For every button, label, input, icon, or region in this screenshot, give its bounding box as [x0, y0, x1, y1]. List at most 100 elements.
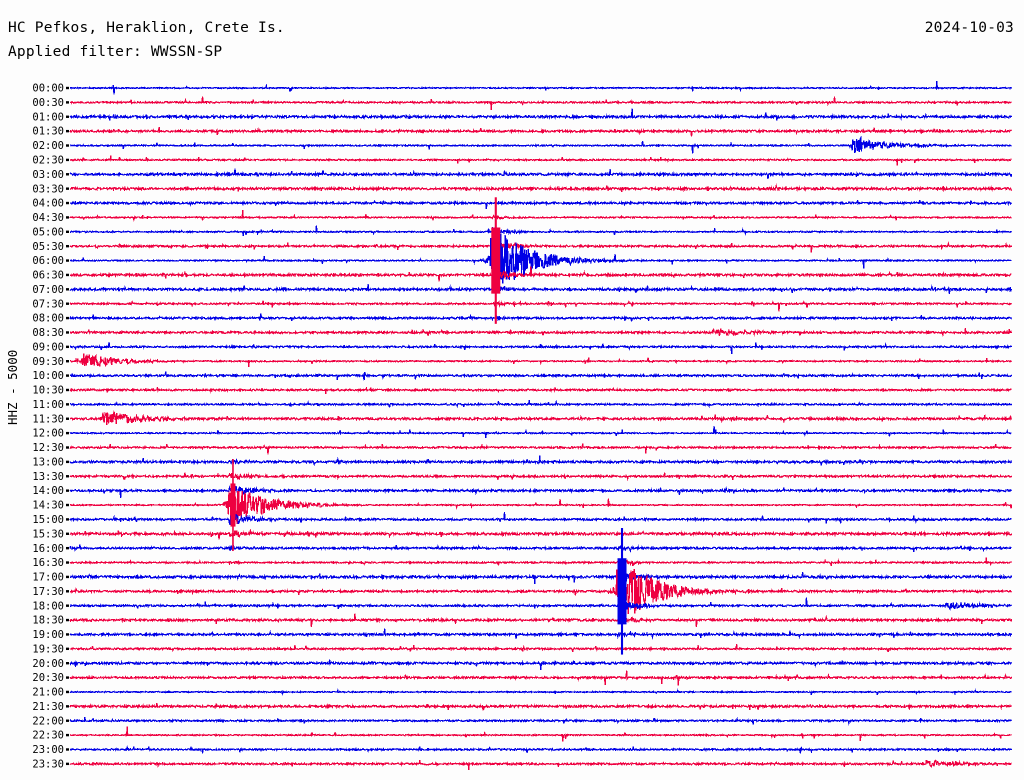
- trace-row: [69, 96, 1012, 110]
- trace-row: [69, 490, 1013, 524]
- trace-row: [69, 155, 1012, 166]
- trace-row: [69, 557, 1012, 567]
- trace-row: [69, 108, 1013, 121]
- filter-line: Applied filter: WWSSN-SP: [8, 44, 223, 60]
- axis-tick: [66, 201, 69, 205]
- time-label: 19:30: [32, 643, 64, 655]
- time-label: 16:00: [32, 543, 64, 555]
- axis-tick: [66, 489, 69, 492]
- time-label: 18:00: [32, 600, 64, 612]
- time-label: 21:30: [32, 701, 64, 713]
- time-label: 10:00: [32, 370, 64, 382]
- trace-group: [69, 80, 1013, 771]
- trace-row: [69, 80, 1013, 95]
- axis-tick: [66, 101, 69, 104]
- time-label: 04:30: [32, 212, 64, 224]
- trace-row: [69, 670, 1013, 686]
- y-axis-caption-text: HHZ - 5000: [5, 350, 20, 425]
- trace-row: [69, 353, 1012, 368]
- axis-tick: [66, 216, 69, 219]
- axis-tick: [66, 115, 69, 118]
- trace-row: [69, 386, 1012, 394]
- axis-tick: [66, 590, 69, 593]
- axis-tick: [66, 158, 69, 162]
- clipped-event-core: [230, 483, 236, 527]
- trace-row: [69, 299, 1013, 312]
- axis-tick: [66, 288, 69, 291]
- trace-row: [69, 313, 1013, 322]
- axis-tick: [66, 733, 69, 737]
- time-label: 12:30: [32, 442, 64, 454]
- axis-tick: [66, 532, 69, 535]
- trace-row: [69, 759, 1012, 771]
- axis-tick: [66, 302, 69, 305]
- time-label: 00:00: [32, 83, 64, 95]
- time-label: 09:00: [32, 341, 64, 353]
- trace-row: [69, 225, 1012, 236]
- trace-row: [69, 135, 1012, 154]
- trace-row: [69, 126, 1012, 137]
- trace-row: [69, 558, 1012, 623]
- trace-row: [69, 227, 1012, 292]
- axis-tick: [66, 460, 69, 464]
- time-label: 02:30: [32, 155, 64, 167]
- time-label: 06:00: [32, 255, 64, 267]
- axis-tick: [66, 633, 69, 636]
- trace-row: [69, 328, 1013, 338]
- time-label: 22:30: [32, 730, 64, 742]
- axis-tick: [66, 403, 69, 406]
- time-label: 10:30: [32, 385, 64, 397]
- axis-tick: [66, 187, 69, 190]
- time-label: 18:30: [32, 615, 64, 627]
- axis-tick: [66, 173, 69, 176]
- time-label: 11:30: [32, 413, 64, 425]
- axis-tick: [66, 546, 69, 550]
- trace-row: [69, 183, 1013, 193]
- time-label: 03:30: [32, 183, 64, 195]
- axis-tick: [66, 446, 69, 449]
- axis-tick: [66, 86, 69, 90]
- trace-row: [69, 628, 1013, 640]
- axis-tick: [66, 360, 69, 363]
- time-label: 06:30: [32, 270, 64, 282]
- trace-row: [69, 209, 1012, 222]
- time-label: 08:00: [32, 313, 64, 325]
- axis-tick: [66, 719, 69, 722]
- trace-row: [69, 570, 1013, 584]
- axis-tick: [66, 561, 69, 564]
- axis-tick: [66, 331, 69, 334]
- record-date: 2024-10-03: [924, 20, 1014, 36]
- trace-row: [69, 613, 1013, 628]
- trace-row: [69, 399, 1013, 409]
- header-left: HC Pefkos, Heraklion, Crete Is. Applied …: [8, 20, 285, 60]
- axis-tick: [66, 503, 69, 507]
- trace-row: [69, 485, 1013, 499]
- axis-tick: [66, 575, 69, 579]
- trace-row: [69, 702, 1012, 711]
- time-label: 01:00: [32, 111, 64, 123]
- axis-tick: [66, 374, 69, 377]
- trace-row: [69, 455, 1013, 467]
- time-label: 17:30: [32, 586, 64, 598]
- axis-tick: [66, 690, 69, 694]
- station-title: HC Pefkos, Heraklion, Crete Is.: [8, 20, 285, 36]
- time-label: 05:00: [32, 226, 64, 238]
- axis-tick: [66, 475, 69, 478]
- axis-tick: [66, 244, 69, 248]
- axis-tick: [66, 345, 69, 349]
- time-label: 20:30: [32, 672, 64, 684]
- axis-tick: [66, 230, 69, 233]
- trace-row: [69, 238, 1013, 253]
- clipped-event-core: [491, 227, 501, 294]
- time-label: 03:00: [32, 169, 64, 181]
- trace-row: [69, 284, 1013, 295]
- axis-tick: [66, 518, 69, 521]
- axis-tick: [66, 762, 69, 766]
- trace-row: [69, 371, 1013, 381]
- axis-tick: [66, 431, 69, 435]
- time-label: 07:00: [32, 284, 64, 296]
- axis-tick: [66, 417, 69, 420]
- axis-tick: [66, 618, 69, 622]
